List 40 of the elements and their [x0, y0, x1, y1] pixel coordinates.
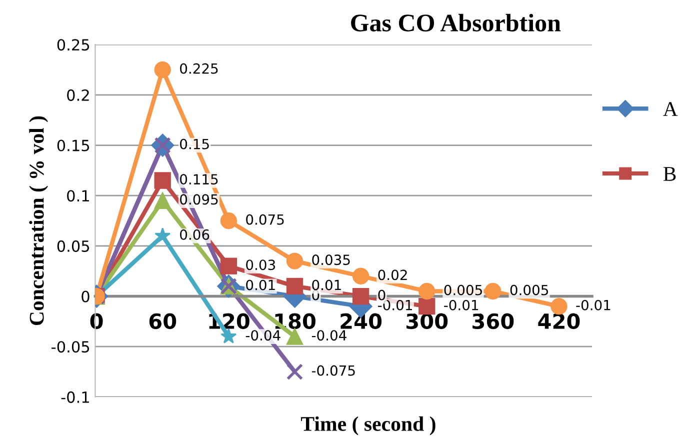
- data-label: 0.06: [180, 229, 210, 240]
- data-label: 0.035: [312, 254, 350, 266]
- data-label: 0.15: [180, 138, 209, 150]
- x-tick-label: 240: [340, 313, 382, 330]
- data-label: -0.075: [312, 365, 355, 376]
- data-label: 0.095: [180, 194, 218, 205]
- x-tick-label: 300: [406, 313, 448, 330]
- chart-title: Gas CO Absorbtion: [351, 14, 561, 32]
- x-tick-label: 360: [472, 313, 514, 330]
- data-label: 0.005: [510, 284, 548, 296]
- x-tick-label: 420: [538, 313, 580, 330]
- data-label: -0.04: [312, 330, 346, 341]
- data-label: 0.03: [246, 260, 275, 270]
- y-tick-label: -0.05: [52, 341, 90, 353]
- y-tick-label: -0.1: [61, 391, 89, 403]
- y-tick-label: 0: [82, 290, 90, 302]
- y-axis-title: Concentration ( % vol ): [29, 116, 48, 326]
- data-label: -0.01: [378, 300, 412, 310]
- data-label: 0.005: [444, 284, 482, 296]
- data-label: 0.075: [246, 214, 284, 225]
- data-label: 0: [312, 290, 320, 300]
- x-axis-title: Time ( second ): [300, 416, 436, 436]
- y-tick-label: 0.05: [57, 240, 90, 252]
- data-label: -0.01: [576, 300, 610, 310]
- legend-label: B: [663, 167, 676, 181]
- y-tick-label: 0.1: [67, 190, 89, 202]
- x-tick-label: 60: [149, 313, 176, 330]
- data-label: -0.01: [444, 300, 478, 310]
- y-tick-label: 0.25: [57, 39, 90, 51]
- data-label: 0.115: [180, 174, 218, 185]
- data-label: 0.225: [180, 63, 218, 74]
- y-tick-label: 0.15: [57, 140, 90, 152]
- data-label: -0.04: [246, 330, 280, 341]
- data-label: 0.01: [312, 280, 341, 290]
- data-label: 0.02: [378, 270, 407, 280]
- data-label: 0.01: [246, 280, 275, 290]
- data-label: 0: [378, 290, 386, 300]
- x-tick-label: 0: [90, 313, 103, 330]
- y-tick-label: 0.2: [67, 89, 89, 101]
- legend-label: A: [663, 102, 678, 116]
